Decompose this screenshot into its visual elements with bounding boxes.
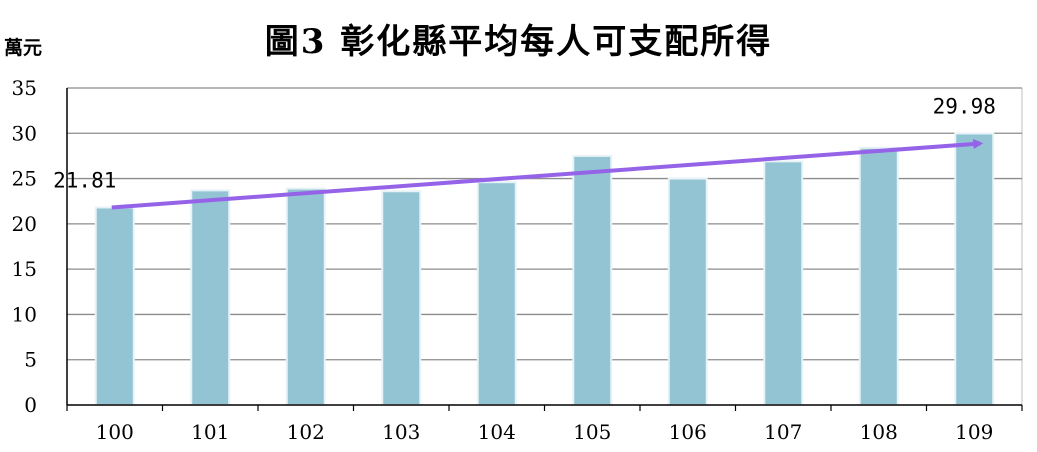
x-tick-label: 102 bbox=[287, 420, 325, 444]
bar bbox=[381, 190, 422, 406]
bar bbox=[667, 177, 708, 406]
x-tick-label: 100 bbox=[96, 420, 134, 444]
y-tick-label: 25 bbox=[12, 167, 37, 191]
data-label: 29.98 bbox=[933, 94, 996, 118]
x-tick-label: 106 bbox=[669, 420, 707, 444]
bar bbox=[94, 206, 135, 406]
trend-arrow bbox=[111, 138, 984, 210]
trend-arrow-line bbox=[111, 138, 984, 210]
y-tick-label: 0 bbox=[24, 393, 37, 417]
chart-title: 圖3 彰化縣平均每人可支配所得 bbox=[264, 22, 773, 62]
x-tick-label: 105 bbox=[573, 420, 611, 444]
bar bbox=[190, 189, 231, 406]
x-tick-label: 107 bbox=[764, 420, 802, 444]
y-tick-label: 20 bbox=[12, 212, 37, 236]
bar bbox=[858, 146, 899, 407]
bars bbox=[94, 132, 995, 407]
x-tick-label: 108 bbox=[860, 420, 898, 444]
y-tick-label: 5 bbox=[24, 348, 37, 372]
bar bbox=[954, 132, 995, 406]
bar bbox=[572, 154, 613, 406]
y-axis-unit-label: 萬元 bbox=[4, 37, 42, 59]
tick-labels: 0 5 10 15 20 25 30 35 100 101 102 103 104 105 106 107 10… bbox=[12, 76, 996, 444]
y-tick-label: 30 bbox=[12, 121, 37, 145]
y-tick-label: 35 bbox=[12, 76, 37, 100]
x-tick-label: 104 bbox=[478, 420, 516, 444]
x-tick-label: 101 bbox=[191, 420, 229, 444]
y-tick-label: 10 bbox=[12, 302, 37, 326]
y-tick-label: 15 bbox=[12, 257, 37, 281]
axes bbox=[66, 88, 1023, 411]
data-label: 21.81 bbox=[53, 168, 116, 192]
bar bbox=[476, 181, 517, 406]
x-tick-label: 103 bbox=[382, 420, 420, 444]
bar bbox=[763, 160, 804, 406]
bar bbox=[285, 187, 326, 406]
x-tick-label: 109 bbox=[955, 420, 993, 444]
